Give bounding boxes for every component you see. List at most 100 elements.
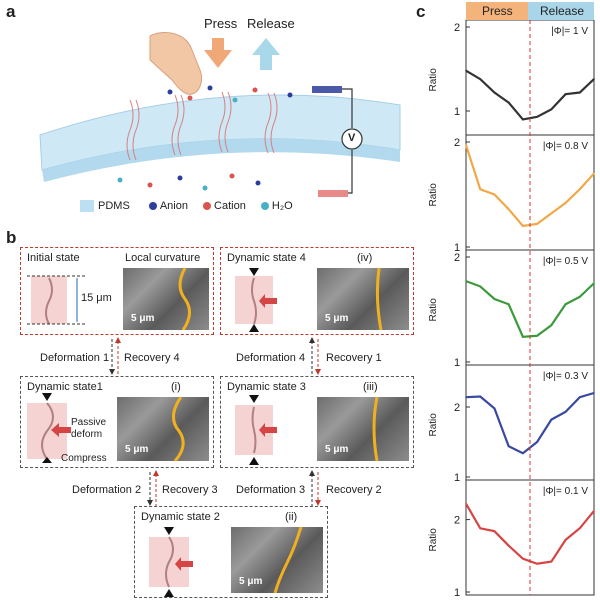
ion-dots [117,85,293,191]
ylabel-4: Ratio [428,528,439,552]
release-header [528,2,594,20]
ytick-label-3-0: 2 [454,402,460,414]
ds2-roman: (ii) [285,511,298,523]
point-4-6 [550,560,553,563]
point-3-2 [493,407,496,410]
point-4-1 [479,527,482,530]
point-0-7 [564,93,567,95]
voltmeter-icon [341,128,363,150]
point-2-9 [593,282,595,285]
legend-pdms: PDMS [80,200,130,213]
release-header-label: Release [540,4,585,18]
deformation-4-label: Deformation 4 [236,352,306,364]
point-0-1 [479,78,482,80]
ds2-diagram [164,527,193,597]
panel-a-illustration [39,32,401,197]
annotation-2: |Φ|= 0.5 V [543,256,588,267]
bottom-electrode [318,190,348,197]
point-2-6 [550,324,553,327]
point-3-7 [564,411,567,413]
recovery-4-label: Recovery 4 [124,352,180,364]
point-1-5 [536,223,538,225]
ylabel-2: Ratio [428,298,439,322]
panel-b-letter: b [6,228,17,247]
point-2-4 [522,336,524,338]
legend-h2o: H₂O [260,200,293,212]
point-0-8 [578,91,581,94]
point-1-2 [493,193,496,196]
ds4-diagram [249,268,277,332]
finger-icon [149,32,203,95]
release-arrow-icon [252,38,280,70]
point-4-2 [493,530,496,532]
ytick-label-2-1: 1 [454,357,460,369]
point-3-6 [550,418,553,421]
water-dot-icon [260,202,269,211]
point-0-0 [465,69,467,72]
pdms-swatch [80,200,94,213]
point-2-8 [578,296,581,298]
ylabel-1: Ratio [428,183,439,207]
ytick-label-3-1: 1 [454,472,460,484]
ds3-roman: (iii) [363,381,378,393]
point-1-7 [564,202,567,204]
point-0-3 [507,101,510,104]
point-0-5 [536,116,538,118]
release-label: Release [247,16,295,31]
initial-fiber [27,275,87,325]
sem-iv: 5 μm [317,268,409,330]
recovery-1-label: Recovery 1 [326,352,382,364]
dimension-label: 15 μm [81,292,112,304]
series-line-3 [465,391,595,455]
ytick-label-2-0: 2 [454,252,460,264]
point-4-0 [465,502,467,505]
point-3-4 [522,452,524,455]
anion-dot-icon [148,202,157,211]
dynamic-state-4-box: Dynamic state 4 (iv) 5 μm [220,247,414,335]
compress-label: Compress [61,453,107,464]
ds1-roman: (i) [171,381,181,393]
transition-arrows-row1 [109,337,321,375]
deformation-2-label: Deformation 2 [72,484,142,496]
initial-state-box: Initial state Local curvature 15 μm 5 μm [20,247,214,335]
panel-a-letter: a [6,2,16,21]
ds4-roman: (iv) [357,252,373,264]
point-1-8 [578,188,581,191]
ds1-diagram [41,393,71,463]
ytick-label-0-1: 1 [454,106,460,118]
press-arrow-icon [204,38,232,68]
ylabel-3: Ratio [428,413,439,437]
ytick-label-1-1: 1 [454,242,460,254]
ytick-label-4-1: 1 [454,587,460,599]
point-2-0 [465,280,467,282]
press-label: Press [204,16,238,31]
legend-cation: Cation [203,200,246,212]
ds3-title: Dynamic state 3 [227,381,306,393]
point-4-4 [522,557,524,560]
point-1-9 [593,172,595,175]
point-2-5 [536,334,538,337]
point-4-3 [507,544,510,547]
annotation-3: |Φ|= 0.3 V [543,371,588,382]
point-3-8 [578,396,581,399]
dynamic-state-1-box: Dynamic state1 (i) Passive deform Compre… [20,376,214,468]
passive-label: Passive [71,417,107,428]
annotation-0: |Φ|= 1 V [551,26,588,37]
point-1-4 [522,225,524,227]
annotation-4: |Φ|= 0.1 V [543,486,588,497]
sem-initial: 5 μm [123,268,209,330]
deformation-1-label: Deformation 1 [40,352,110,364]
point-4-5 [536,562,538,565]
point-4-8 [578,527,581,530]
point-2-1 [479,285,482,288]
point-1-3 [507,208,510,210]
ds2-title: Dynamic state 2 [141,511,220,523]
recovery-2-label: Recovery 2 [326,484,382,496]
ion-channels [126,91,278,161]
point-2-2 [493,298,496,300]
point-0-2 [493,91,496,94]
dynamic-state-2-box: Dynamic state 2 (ii) 5 μm [134,506,328,598]
point-0-6 [550,108,553,111]
recovery-3-label: Recovery 3 [162,484,218,496]
